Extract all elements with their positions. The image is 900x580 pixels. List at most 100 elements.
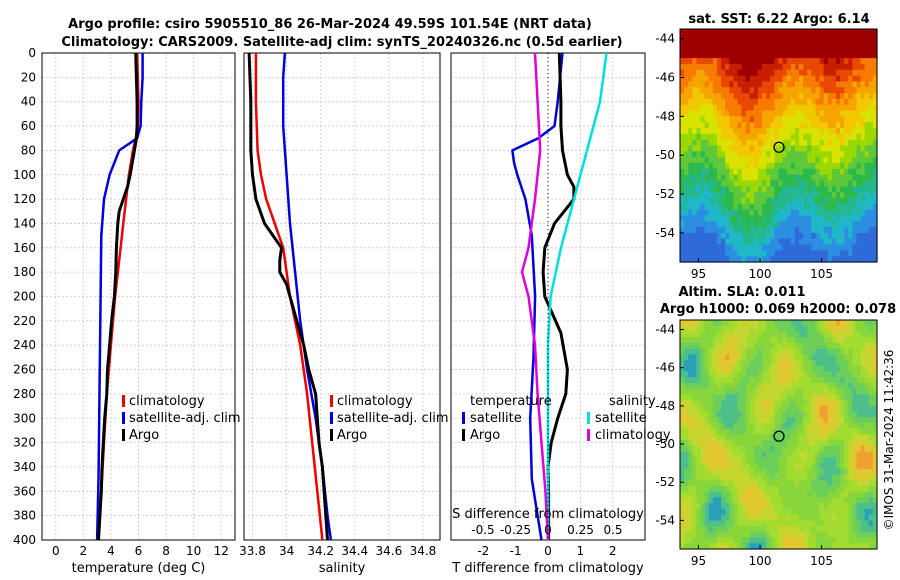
map-cell — [716, 417, 722, 424]
map-cell — [823, 320, 829, 327]
map-cell — [782, 451, 788, 458]
map-cell — [700, 29, 706, 36]
map-cell — [794, 110, 800, 117]
map-cell — [688, 371, 693, 378]
map-cell — [692, 474, 698, 481]
map-cell — [708, 514, 714, 521]
map-cell — [700, 52, 706, 59]
map-cell — [708, 354, 714, 361]
map-cell — [799, 122, 804, 129]
map-cell — [807, 75, 812, 83]
map-cell — [831, 503, 837, 510]
map-cell — [868, 139, 874, 147]
map-cell — [712, 480, 718, 487]
map-cell — [803, 145, 808, 152]
map-cell — [827, 40, 833, 48]
map-cell — [729, 209, 734, 216]
map-cell — [807, 331, 812, 338]
map-cell — [811, 63, 817, 71]
map-cell — [856, 139, 862, 147]
map-cell — [786, 440, 792, 447]
map-cell — [803, 168, 808, 176]
map-cell — [774, 133, 780, 141]
map-cell — [688, 128, 693, 135]
map-cell — [737, 445, 743, 453]
map-cell — [749, 29, 755, 36]
map-cell — [753, 58, 759, 65]
map-cell — [815, 543, 821, 550]
map-cell — [753, 388, 759, 396]
map-cell — [684, 497, 689, 504]
map-cell — [815, 365, 821, 373]
map-cell — [741, 186, 747, 193]
map-cell — [778, 168, 784, 176]
map-cell — [794, 145, 800, 152]
map-cell — [762, 116, 767, 123]
map-cell — [721, 388, 726, 396]
map-cell — [700, 215, 706, 222]
map-cell — [762, 209, 767, 216]
map-cell — [741, 526, 747, 533]
map-cell — [827, 503, 833, 510]
map-cell — [856, 128, 862, 135]
map-cell — [770, 394, 775, 401]
map-cell — [733, 250, 739, 257]
map-cell — [848, 468, 853, 476]
map-cell — [741, 151, 747, 158]
map-cell — [790, 428, 796, 436]
map-cell — [815, 168, 821, 176]
map-cell — [807, 445, 812, 453]
map-cell — [745, 168, 751, 176]
map-cell — [860, 98, 866, 106]
map-cell — [700, 157, 706, 164]
map-cell — [835, 180, 841, 187]
map-cell — [680, 162, 685, 170]
map-cell — [868, 486, 874, 493]
map-cell — [680, 440, 685, 447]
map-cell — [819, 423, 825, 430]
map-cell — [803, 382, 808, 390]
map-cell — [774, 388, 780, 396]
map-cell — [868, 331, 874, 338]
map-cell — [782, 463, 788, 470]
map-cell — [766, 168, 771, 176]
map-cell — [716, 174, 722, 182]
map-cell — [770, 388, 775, 396]
map-cell — [840, 526, 845, 533]
map-cell — [864, 508, 870, 516]
map-cell — [852, 151, 858, 158]
map-cell — [844, 405, 849, 413]
map-cell — [872, 46, 878, 53]
map-cell — [852, 69, 858, 77]
map-cell — [716, 400, 722, 407]
map-cell — [831, 34, 837, 42]
map-cell — [680, 503, 685, 510]
map-cell — [729, 69, 734, 77]
map-cell — [696, 87, 702, 94]
map-cell — [753, 63, 759, 71]
map-cell — [856, 238, 862, 246]
map-cell — [844, 486, 849, 493]
map-cell — [700, 382, 706, 390]
map-cell — [860, 531, 866, 539]
map-cell — [716, 145, 722, 152]
map-cell — [737, 537, 743, 544]
map-cell — [852, 474, 858, 481]
map-cell — [794, 81, 800, 88]
map-cell — [782, 400, 788, 407]
map-cell — [766, 122, 771, 129]
depth-tick-label: 320 — [13, 436, 36, 450]
map-cell — [864, 491, 870, 499]
map-cell — [716, 491, 722, 499]
map-cell — [733, 162, 739, 170]
map-cell — [733, 180, 739, 187]
map-cell — [852, 543, 858, 550]
map-cell — [860, 87, 866, 94]
map-cell — [770, 480, 775, 487]
map-cell — [852, 331, 858, 338]
map-cell — [868, 463, 874, 470]
map-cell — [725, 209, 730, 216]
map-cell — [733, 98, 739, 106]
map-cell — [745, 434, 751, 441]
map-cell — [745, 526, 751, 533]
